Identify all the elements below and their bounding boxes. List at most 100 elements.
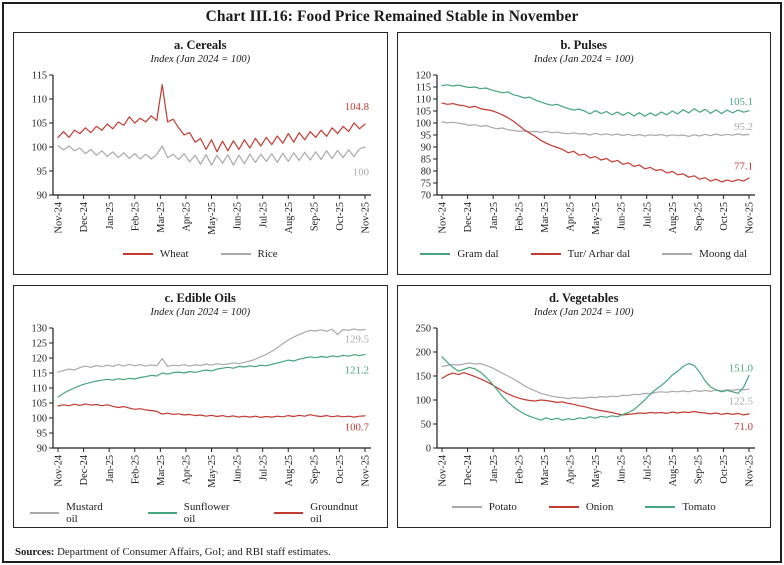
x-tick-label: Jan-25 (489, 455, 500, 482)
end-value-label: 100.7 (345, 421, 370, 433)
x-tick-label: Oct-25 (335, 202, 346, 231)
panel-title: c. Edible Oils (164, 291, 236, 305)
y-tick-label: 110 (32, 94, 47, 105)
y-tick-label: 95 (420, 130, 430, 141)
x-tick-label: Jul-25 (642, 455, 653, 481)
series-line-moong-dal (441, 121, 750, 138)
y-tick-label: 90 (420, 142, 430, 153)
legend-item-moong-dal: Moong dal (662, 248, 747, 260)
end-value-label: 77.1 (734, 161, 753, 173)
x-tick-label: Jan-25 (105, 455, 116, 482)
end-value-label: 151.0 (728, 362, 752, 374)
end-value-label: 104.8 (345, 101, 369, 113)
x-tick-label: Nov-25 (361, 202, 372, 233)
pulses-legend: Gram dal Tur/ Arhar dal Moong dal (398, 248, 771, 260)
x-tick-label: Nov-25 (744, 202, 755, 233)
axis-line (52, 328, 372, 449)
y-tick-label: 0 (426, 443, 431, 454)
legend-swatch (662, 252, 693, 256)
y-tick-label: 105 (32, 118, 47, 129)
y-tick-label: 100 (32, 413, 47, 424)
sources-text: Department of Consumer Affairs, GoI; and… (54, 546, 331, 558)
legend-item-potato: Potato (451, 501, 517, 513)
x-tick-label: Feb-25 (514, 202, 525, 231)
x-tick-label: May-25 (591, 455, 602, 488)
legend-item-sunflower-oil: Sunflower oil (147, 501, 243, 525)
y-tick-label: 100 (415, 118, 430, 129)
x-tick-label: Sep-25 (310, 202, 321, 231)
y-tick-label: 115 (416, 82, 431, 93)
legend-label: Groundnut oil (310, 501, 358, 525)
cereals-legend: Wheat Rice (14, 248, 387, 260)
axis-line (436, 328, 755, 449)
legend-swatch (548, 505, 579, 509)
x-tick-label: Mar-25 (156, 202, 167, 233)
y-tick-label: 150 (415, 371, 430, 382)
x-tick-label: May-25 (207, 455, 218, 488)
x-tick-label: Dec-24 (79, 202, 90, 232)
legend-item-tur-arhar-dal: Tur/ Arhar dal (530, 248, 630, 260)
legend-item-wheat: Wheat (122, 248, 189, 260)
x-tick-label: Apr-25 (565, 455, 576, 485)
panel-title: d. Vegetables (549, 291, 619, 305)
x-tick-label: Feb-25 (131, 202, 142, 231)
panel-edible-oils: c. Edible Oils Index (Jan 2024 = 100) 90… (13, 285, 388, 528)
legend-label: Potato (488, 501, 517, 513)
x-tick-label: Jun-25 (233, 202, 244, 230)
x-tick-label: Jun-25 (233, 455, 244, 483)
x-tick-label: Apr-25 (565, 202, 576, 232)
y-tick-label: 80 (420, 166, 430, 177)
x-tick-label: Dec-24 (463, 455, 474, 485)
legend-item-gram-dal: Gram dal (420, 248, 499, 260)
x-tick-label: May-25 (207, 202, 218, 235)
x-tick-label: Nov-24 (54, 202, 65, 233)
series-line-tomato (441, 356, 750, 421)
legend-item-tomato: Tomato (645, 501, 716, 513)
panel-subtitle: Index (Jan 2024 = 100) (150, 307, 251, 318)
legend-label: Mustard oil (66, 501, 103, 525)
x-tick-label: Aug-25 (284, 455, 295, 486)
y-tick-label: 200 (415, 347, 430, 358)
x-tick-label: Apr-25 (182, 455, 193, 485)
x-tick-label: Jun-25 (616, 202, 627, 230)
x-tick-label: Feb-25 (514, 455, 525, 484)
x-tick-label: May-25 (591, 202, 602, 235)
x-tick-label: Nov-24 (54, 455, 65, 486)
panel-title: a. Cereals (173, 38, 227, 52)
y-tick-label: 95 (37, 166, 47, 177)
legend-item-mustard-oil: Mustard oil (30, 501, 116, 525)
x-tick-label: Jul-25 (259, 202, 270, 228)
y-tick-label: 110 (416, 94, 431, 105)
legend-swatch (30, 511, 60, 515)
panel-title: b. Pulses (560, 38, 608, 52)
y-tick-label: 130 (32, 323, 47, 334)
legend-item-onion: Onion (548, 501, 613, 513)
axis-line (52, 75, 372, 196)
legend-label: Gram dal (457, 248, 499, 260)
panel-subtitle: Index (Jan 2024 = 100) (533, 307, 634, 318)
legend-label: Rice (257, 248, 278, 260)
end-value-label: 100 (353, 166, 369, 178)
x-tick-label: Aug-25 (284, 202, 295, 233)
edible-oils-chart: 90 95 100 105 110 115 120 125 130 Nov-24 Dec-24 Jan… (32, 323, 372, 488)
x-tick-label: Nov-24 (437, 202, 448, 233)
legend-swatch (147, 511, 177, 515)
panel-vegetables: d. Vegetables Index (Jan 2024 = 100) 0 50… (396, 285, 771, 528)
y-tick-label: 120 (415, 70, 430, 81)
x-tick-label: Jul-25 (259, 455, 270, 481)
x-tick-label: Apr-25 (182, 202, 193, 232)
series-line-tur-arhar-dal (441, 102, 750, 183)
legend-swatch (274, 511, 304, 515)
x-tick-label: Oct-25 (719, 202, 730, 231)
legend-swatch (420, 252, 451, 256)
x-tick-label: Dec-24 (79, 455, 90, 485)
legend-label: Tomato (682, 501, 716, 513)
vegetables-legend: Potato Onion Tomato (398, 501, 771, 513)
cereals-chart: 90 95 100 105 110 115 Nov-24 Dec-24 Jan-25 Feb-25… (32, 70, 372, 235)
sources-note: Sources: Department of Consumer Affairs,… (15, 546, 331, 558)
series-line-sunflower-oil (57, 353, 366, 398)
x-tick-label: Nov-24 (437, 455, 448, 486)
y-tick-label: 95 (37, 428, 47, 439)
